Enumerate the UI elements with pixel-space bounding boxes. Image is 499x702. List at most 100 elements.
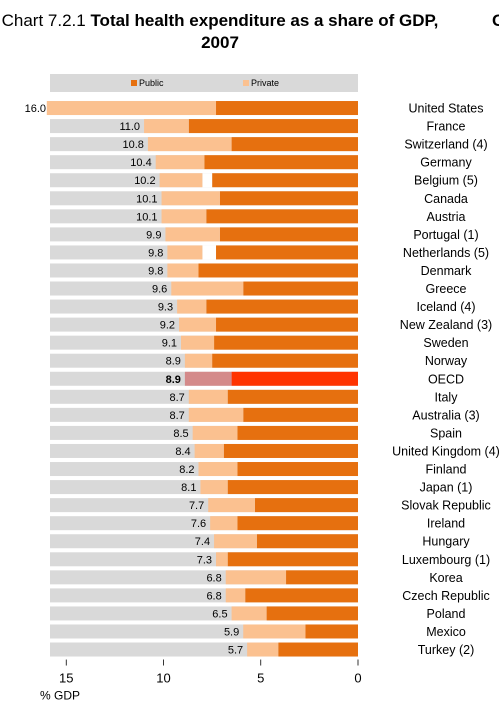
value-label: 8.9 <box>166 374 181 386</box>
value-label: 8.4 <box>175 446 190 458</box>
bar-private <box>188 407 244 422</box>
bar-public <box>237 425 358 440</box>
value-label: 6.5 <box>212 608 227 620</box>
bar-private <box>247 642 279 657</box>
value-label: 6.8 <box>206 590 221 602</box>
category-label: Greece <box>426 282 467 296</box>
bar-public <box>198 263 358 278</box>
category-label: Australia (3) <box>412 408 479 422</box>
bar-private <box>155 155 205 170</box>
bar-public <box>219 191 358 206</box>
bar-public <box>227 480 358 495</box>
category-label: Germany <box>420 156 472 170</box>
bar-public <box>237 462 358 477</box>
legend-label-public: Public <box>139 78 164 88</box>
value-label: 9.2 <box>160 320 175 332</box>
value-label: 10.1 <box>136 193 157 205</box>
bar-private <box>192 425 238 440</box>
bar-private <box>161 209 207 224</box>
value-label: 8.7 <box>169 410 184 422</box>
category-label: Korea <box>429 571 462 585</box>
value-label: 8.1 <box>181 482 196 494</box>
category-label: France <box>427 120 466 134</box>
value-label: 10.4 <box>130 157 151 169</box>
value-label: 10.2 <box>134 175 155 187</box>
value-label: 8.2 <box>179 464 194 476</box>
category-label: United Kingdom (4) <box>392 444 499 458</box>
bar-public <box>231 137 358 152</box>
bar-private <box>184 371 232 386</box>
value-label: 9.3 <box>158 302 173 314</box>
value-label: 9.8 <box>148 247 163 259</box>
category-label: Ireland <box>427 517 465 531</box>
bar-public <box>231 371 358 386</box>
bar-public <box>206 209 358 224</box>
category-label: Czech Republic <box>402 589 490 603</box>
bar-public <box>188 119 358 134</box>
category-label: Iceland (4) <box>416 300 475 314</box>
category-label: Spain <box>430 426 462 440</box>
bar-unspecified <box>202 245 217 260</box>
bar-private <box>167 263 199 278</box>
bar-private <box>225 588 246 603</box>
bar-private <box>243 624 306 639</box>
bar-private <box>225 570 287 585</box>
category-label: Mexico <box>426 625 466 639</box>
category-label: Luxembourg (1) <box>402 553 490 567</box>
bar-private <box>165 227 220 242</box>
bar-public <box>266 606 358 621</box>
bar-private <box>46 101 217 116</box>
category-label: Belgium (5) <box>414 174 478 188</box>
value-label: 8.7 <box>169 392 184 404</box>
x-tick-label: 5 <box>257 671 264 686</box>
category-label: Poland <box>427 607 466 621</box>
bar-public <box>216 101 358 116</box>
bar-private <box>179 317 217 332</box>
category-label: Portugal (1) <box>413 228 478 242</box>
value-label: 9.1 <box>162 338 177 350</box>
bar-private <box>167 245 203 260</box>
bar-private <box>216 552 228 567</box>
bar-public <box>227 552 358 567</box>
legend-label-private: Private <box>251 78 279 88</box>
bar-public <box>216 245 358 260</box>
value-label: 10.1 <box>136 211 157 223</box>
category-label: Switzerland (4) <box>404 138 487 152</box>
x-tick-label: 10 <box>156 671 170 686</box>
x-tick-label: 0 <box>354 671 361 686</box>
value-label: 5.7 <box>228 645 243 657</box>
category-label: Slovak Republic <box>401 499 491 513</box>
category-label: Sweden <box>423 336 468 350</box>
bar-public <box>212 353 358 368</box>
category-label: Finland <box>426 463 467 477</box>
bar-private <box>231 606 267 621</box>
legend-band <box>50 74 358 92</box>
bar-public <box>223 443 358 458</box>
value-label: 8.5 <box>173 428 188 440</box>
bar-public <box>278 642 358 657</box>
bar-private <box>147 137 232 152</box>
bar-private <box>144 119 189 134</box>
bar-private <box>161 191 220 206</box>
category-label: United States <box>408 102 483 116</box>
value-label: 7.6 <box>191 518 206 530</box>
x-axis-label: % GDP <box>40 689 80 702</box>
bar-public <box>214 335 358 350</box>
value-label: 16.0 <box>25 103 46 115</box>
value-label: 7.4 <box>195 536 210 548</box>
legend-swatch-private <box>243 80 249 86</box>
legend-swatch-public <box>131 80 137 86</box>
bar-public <box>243 407 358 422</box>
chart-title: Chart 7.2.1 Total health expenditure as … <box>0 10 440 54</box>
value-label: 7.7 <box>189 500 204 512</box>
category-label: OECD <box>428 372 464 386</box>
bar-private <box>184 353 213 368</box>
bar-public <box>286 570 358 585</box>
value-label: 6.8 <box>206 572 221 584</box>
value-label: 9.8 <box>148 265 163 277</box>
value-label: 11.0 <box>119 121 140 133</box>
category-label: Japan (1) <box>420 481 473 495</box>
bar-private <box>210 516 238 531</box>
category-label: Norway <box>425 354 468 368</box>
